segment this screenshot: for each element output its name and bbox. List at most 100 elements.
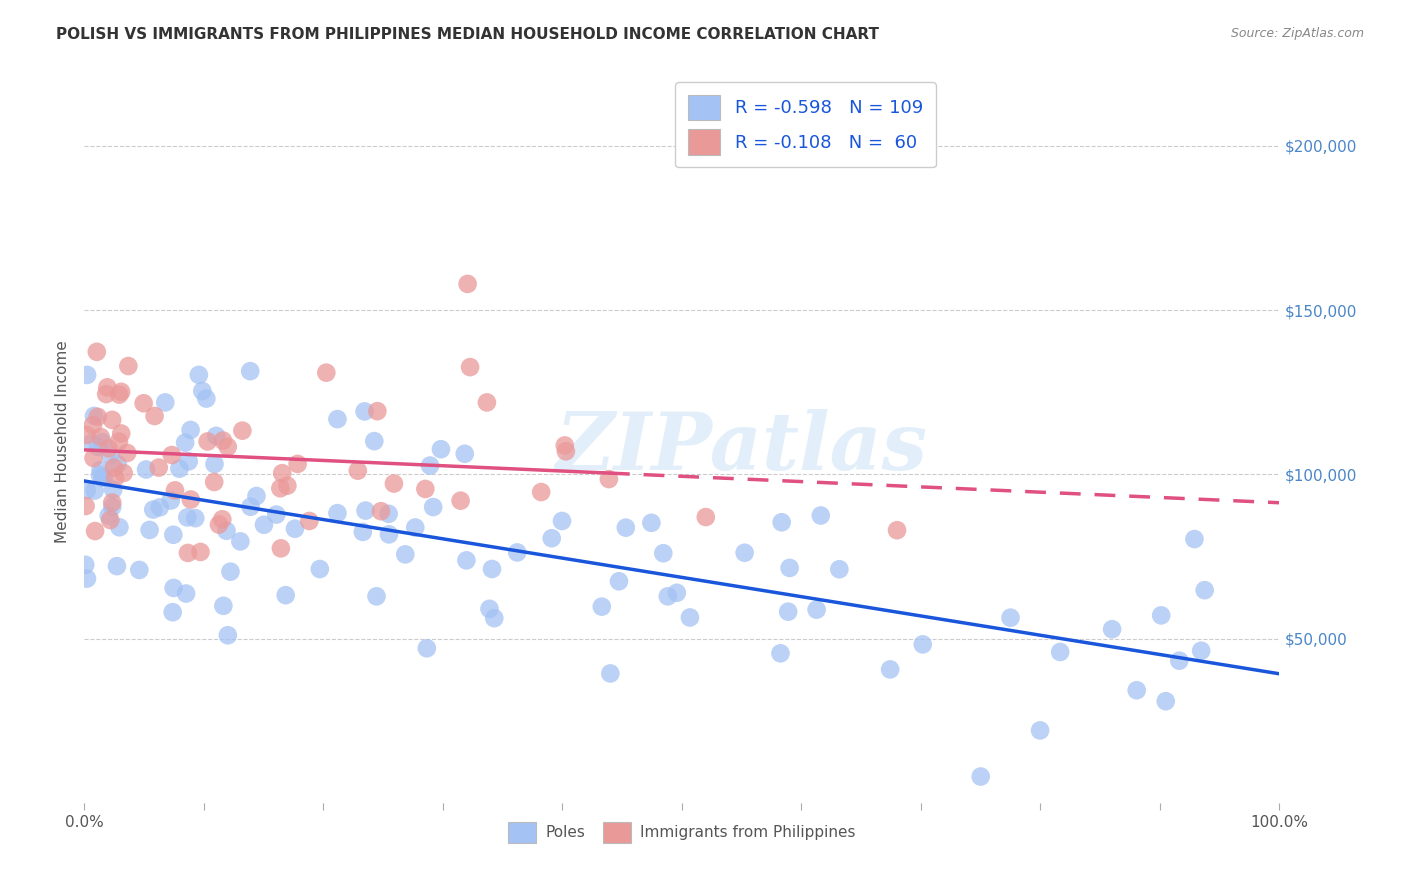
Point [404,520,426,534]
Point [212,599,235,613]
Point [76,483,98,498]
Point [91,435,114,450]
Point [366,404,388,418]
Point [110,384,132,399]
Point [180,423,202,437]
Point [162,528,184,542]
Point [202,475,225,489]
Point [353,404,375,418]
Point [657,590,679,604]
Point [911,637,934,651]
Point [217,628,239,642]
Point [90,430,112,444]
Point [599,666,621,681]
Point [93,471,115,485]
Point [352,524,374,539]
Point [75,428,97,442]
Point [554,444,576,458]
Point [475,395,498,409]
Point [415,482,437,496]
Point [769,646,792,660]
Point [86,344,108,359]
Point [138,523,160,537]
Point [91,470,114,484]
Point [108,434,131,449]
Point [652,546,675,560]
Point [828,562,851,576]
Point [394,547,416,561]
Point [163,483,186,498]
Point [101,495,124,509]
Point [456,553,478,567]
Point [484,611,506,625]
Point [84,524,107,538]
Point [132,396,155,410]
Point [478,602,501,616]
Point [770,516,793,530]
Point [253,517,276,532]
Point [271,466,294,480]
Point [98,448,121,462]
Point [269,481,291,495]
Point [204,457,226,471]
Point [177,546,200,560]
Point [107,457,129,471]
Point [1029,723,1052,738]
Point [174,586,197,600]
Point [96,380,118,394]
Point [326,412,349,426]
Point [879,662,901,676]
Point [430,442,453,457]
Point [160,493,183,508]
Point [266,508,288,522]
Point [80,436,103,450]
Point [239,500,262,514]
Point [734,546,756,560]
Point [87,440,110,454]
Point [83,409,105,423]
Point [1101,622,1123,636]
Point [219,565,242,579]
Point [108,387,131,401]
Point [276,478,298,492]
Point [665,586,688,600]
Point [229,534,252,549]
Point [97,442,120,456]
Point [382,476,405,491]
Point [155,395,177,409]
Point [1125,683,1147,698]
Point [366,590,388,604]
Point [614,521,637,535]
Point [377,507,399,521]
Point [143,409,166,423]
Point [308,562,330,576]
Point [810,508,832,523]
Point [101,483,124,497]
Point [115,446,138,460]
Point [481,562,503,576]
Point [287,457,309,471]
Point [108,520,131,534]
Point [104,471,127,485]
Point [1189,644,1212,658]
Point [75,558,97,572]
Point [103,460,125,475]
Text: Source: ZipAtlas.com: Source: ZipAtlas.com [1230,27,1364,40]
Point [1049,645,1071,659]
Point [75,499,97,513]
Point [378,527,401,541]
Point [551,514,574,528]
Point [205,429,228,443]
Point [160,448,183,462]
Point [101,500,124,514]
Point [779,561,801,575]
Point [231,424,253,438]
Point [142,502,165,516]
Point [76,572,98,586]
Point [274,588,297,602]
Point [117,359,139,373]
Point [886,523,908,537]
Point [184,511,207,525]
Point [197,434,219,449]
Point [128,563,150,577]
